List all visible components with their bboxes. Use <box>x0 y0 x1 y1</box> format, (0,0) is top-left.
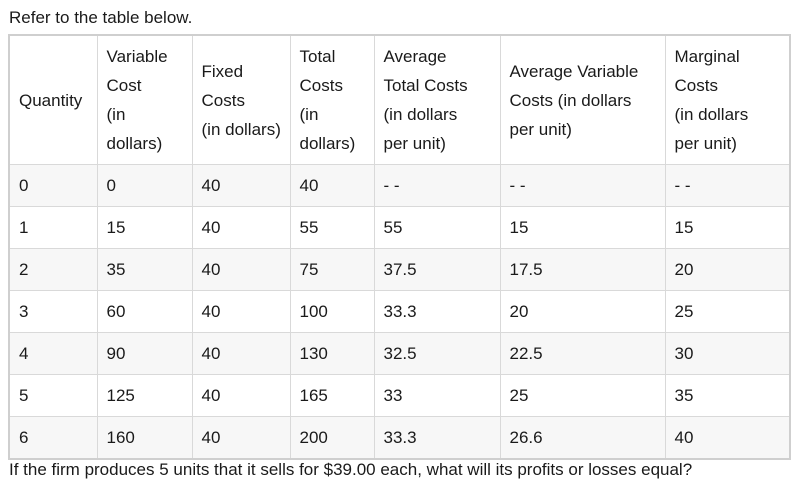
header-row: Quantity Variable Cost (in dollars) Fixe… <box>8 34 791 165</box>
cell-fixed-costs: 40 <box>191 164 291 207</box>
cell-total-costs: 55 <box>289 206 375 249</box>
cell-fixed-costs: 40 <box>191 332 291 375</box>
cell-variable-cost: 60 <box>96 290 193 333</box>
cell-total-costs: 75 <box>289 248 375 291</box>
header-total-costs: Total Costs (in dollars) <box>289 34 375 165</box>
header-quantity: Quantity <box>8 34 98 165</box>
cell-quantity: 1 <box>8 206 98 249</box>
cell-fixed-costs: 40 <box>191 416 291 460</box>
table-row: 6 160 40 200 33.3 26.6 40 <box>8 416 791 460</box>
cell-total-costs: 200 <box>289 416 375 460</box>
cell-quantity: 2 <box>8 248 98 291</box>
table-row: 1 15 40 55 55 15 15 <box>8 206 791 249</box>
cell-average-variable-costs: 15 <box>499 206 666 249</box>
cell-variable-cost: 35 <box>96 248 193 291</box>
cell-quantity: 5 <box>8 374 98 417</box>
cell-average-total-costs: 33 <box>373 374 501 417</box>
cell-total-costs: 40 <box>289 164 375 207</box>
cell-fixed-costs: 40 <box>191 248 291 291</box>
cell-variable-cost: 15 <box>96 206 193 249</box>
header-variable-cost: Variable Cost (in dollars) <box>96 34 193 165</box>
cell-average-variable-costs: 20 <box>499 290 666 333</box>
cell-marginal-costs: 40 <box>664 416 791 460</box>
cell-marginal-costs: - - <box>664 164 791 207</box>
intro-text: Refer to the table below. <box>9 8 193 27</box>
cell-average-variable-costs: 26.6 <box>499 416 666 460</box>
table-row: 3 60 40 100 33.3 20 25 <box>8 290 791 333</box>
cell-average-total-costs: 37.5 <box>373 248 501 291</box>
cell-total-costs: 165 <box>289 374 375 417</box>
cell-total-costs: 100 <box>289 290 375 333</box>
cell-average-variable-costs: 25 <box>499 374 666 417</box>
cell-marginal-costs: 25 <box>664 290 791 333</box>
question-text: If the firm produces 5 units that it sel… <box>9 460 693 479</box>
cell-average-variable-costs: 22.5 <box>499 332 666 375</box>
table-row: 2 35 40 75 37.5 17.5 20 <box>8 248 791 291</box>
cell-average-total-costs: 55 <box>373 206 501 249</box>
cell-variable-cost: 90 <box>96 332 193 375</box>
cell-average-total-costs: 32.5 <box>373 332 501 375</box>
cell-average-variable-costs: 17.5 <box>499 248 666 291</box>
header-average-variable-costs: Average Variable Costs (in dollars per u… <box>499 34 666 165</box>
cell-variable-cost: 125 <box>96 374 193 417</box>
cost-table: Quantity Variable Cost (in dollars) Fixe… <box>8 34 791 460</box>
cell-marginal-costs: 35 <box>664 374 791 417</box>
cell-marginal-costs: 20 <box>664 248 791 291</box>
table-row: 5 125 40 165 33 25 35 <box>8 374 791 417</box>
cell-average-total-costs: 33.3 <box>373 416 501 460</box>
header-average-total-costs: Average Total Costs (in dollars per unit… <box>373 34 501 165</box>
cell-variable-cost: 0 <box>96 164 193 207</box>
cell-average-variable-costs: - - <box>499 164 666 207</box>
table-row: 0 0 40 40 - - - - - - <box>8 164 791 207</box>
header-fixed-costs: Fixed Costs (in dollars) <box>191 34 291 165</box>
cell-marginal-costs: 15 <box>664 206 791 249</box>
cell-average-total-costs: - - <box>373 164 501 207</box>
cell-quantity: 6 <box>8 416 98 460</box>
cell-marginal-costs: 30 <box>664 332 791 375</box>
cell-quantity: 3 <box>8 290 98 333</box>
cell-total-costs: 130 <box>289 332 375 375</box>
header-marginal-costs: Marginal Costs (in dollars per unit) <box>664 34 791 165</box>
cell-fixed-costs: 40 <box>191 290 291 333</box>
cell-average-total-costs: 33.3 <box>373 290 501 333</box>
cell-fixed-costs: 40 <box>191 374 291 417</box>
table-row: 4 90 40 130 32.5 22.5 30 <box>8 332 791 375</box>
cell-quantity: 0 <box>8 164 98 207</box>
cell-variable-cost: 160 <box>96 416 193 460</box>
cell-quantity: 4 <box>8 332 98 375</box>
cell-fixed-costs: 40 <box>191 206 291 249</box>
